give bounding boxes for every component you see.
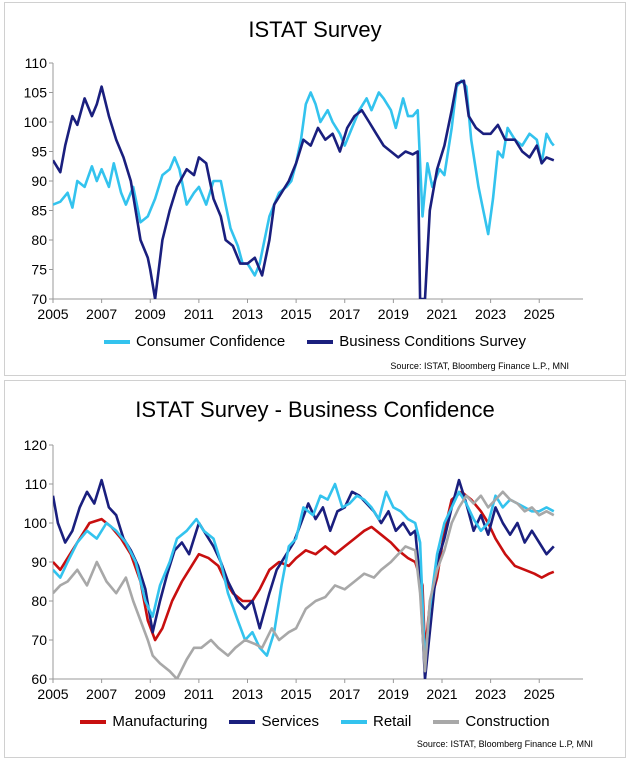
y-tick-label: 95 [31, 144, 47, 160]
y-tick-label: 100 [24, 515, 48, 531]
legend-label: Services [261, 713, 319, 730]
y-tick-label: 70 [31, 291, 47, 307]
y-tick-label: 60 [31, 671, 47, 687]
x-tick-label: 2013 [232, 306, 263, 322]
chart-panel-1: ISTAT Survey 70 75 80 85 90 95 100 105 110 2005 20… [4, 2, 626, 376]
y-tick-label: 105 [24, 85, 48, 101]
x-tick-label: 2009 [135, 686, 166, 702]
legend-label: Retail [373, 713, 412, 730]
x-tick-label: 2007 [86, 306, 117, 322]
legend-label: Consumer Confidence [135, 333, 286, 350]
x-tick-label: 2011 [184, 306, 214, 322]
x-tick-label: 2019 [378, 306, 409, 322]
y-tick-label: 70 [31, 632, 47, 648]
legend-swatch [341, 719, 367, 724]
legend-item-services: Services [229, 713, 319, 730]
legend-item-consumer-confidence: Consumer Confidence [103, 333, 286, 350]
y-tick-label: 100 [24, 114, 48, 130]
y-tick-label: 80 [31, 232, 47, 248]
legend-label: Business Conditions Survey [339, 333, 526, 350]
legend-swatch [103, 339, 130, 344]
x-tick-label: 2013 [232, 686, 263, 702]
x-tick-label: 2025 [524, 306, 555, 322]
y-tick-label: 85 [31, 203, 47, 219]
x-tick-label: 2017 [329, 306, 360, 322]
chart-2-svg: 60 70 80 90 100 110 120 2005 2007 2009 2011 2013 201… [24, 437, 583, 702]
x-tick-label: 2015 [281, 306, 312, 322]
x-tick-label: 2021 [426, 686, 457, 702]
legend-label: Construction [465, 713, 550, 730]
chart-panel-2: ISTAT Survey - Business Confidence 60 70 8… [4, 380, 626, 758]
legend-item-retail: Retail [341, 713, 411, 730]
legend-item-manufacturing: Manufacturing [80, 713, 207, 730]
x-tick-label: 2015 [281, 686, 312, 702]
x-tick-label: 2007 [86, 686, 117, 702]
x-tick-label: 2009 [135, 306, 166, 322]
chart-title: ISTAT Survey [248, 17, 382, 42]
x-tick-label: 2005 [37, 686, 68, 702]
y-tick-label: 90 [31, 554, 47, 570]
x-tick-label: 2023 [475, 686, 506, 702]
y-tick-label: 75 [31, 262, 47, 278]
x-tick-label: 2021 [426, 306, 457, 322]
x-tick-label: 2017 [329, 686, 360, 702]
x-tick-label: 2019 [378, 686, 409, 702]
legend-swatch [229, 719, 256, 724]
series-line-retail [53, 482, 555, 665]
y-tick-label: 120 [24, 437, 48, 453]
x-tick-label: 2025 [524, 686, 555, 702]
legend-item-construction: Construction [433, 713, 550, 730]
y-tick-label: 80 [31, 593, 47, 609]
chart-legend: Manufacturing Services Retail Constructi… [5, 713, 625, 730]
y-tick-label: 110 [25, 476, 48, 492]
chart-source: Source: ISTAT, Bloomberg Finance L.P, MN… [416, 739, 593, 749]
series-line-business-conditions-survey [53, 79, 555, 299]
y-tick-label: 110 [25, 55, 48, 71]
x-tick-label: 2023 [475, 306, 506, 322]
series-line-construction [53, 490, 555, 679]
x-tick-label: 2005 [37, 306, 68, 322]
legend-swatch [433, 719, 460, 724]
chart-1-svg: 70 75 80 85 90 95 100 105 110 2005 2007 2009 2011 201… [24, 55, 583, 322]
series-line-consumer-confidence [53, 79, 555, 277]
legend-label: Manufacturing [112, 713, 208, 730]
y-tick-label: 90 [31, 173, 47, 189]
chart-legend: Consumer Confidence Business Conditions … [5, 333, 625, 350]
chart-title: ISTAT Survey - Business Confidence [135, 397, 495, 422]
x-tick-label: 2011 [184, 686, 214, 702]
legend-swatch [80, 719, 107, 724]
chart-source: Source: ISTAT, Bloomberg Finance L.P., M… [390, 361, 569, 371]
legend-item-business-conditions: Business Conditions Survey [307, 333, 526, 350]
legend-swatch [307, 339, 334, 344]
